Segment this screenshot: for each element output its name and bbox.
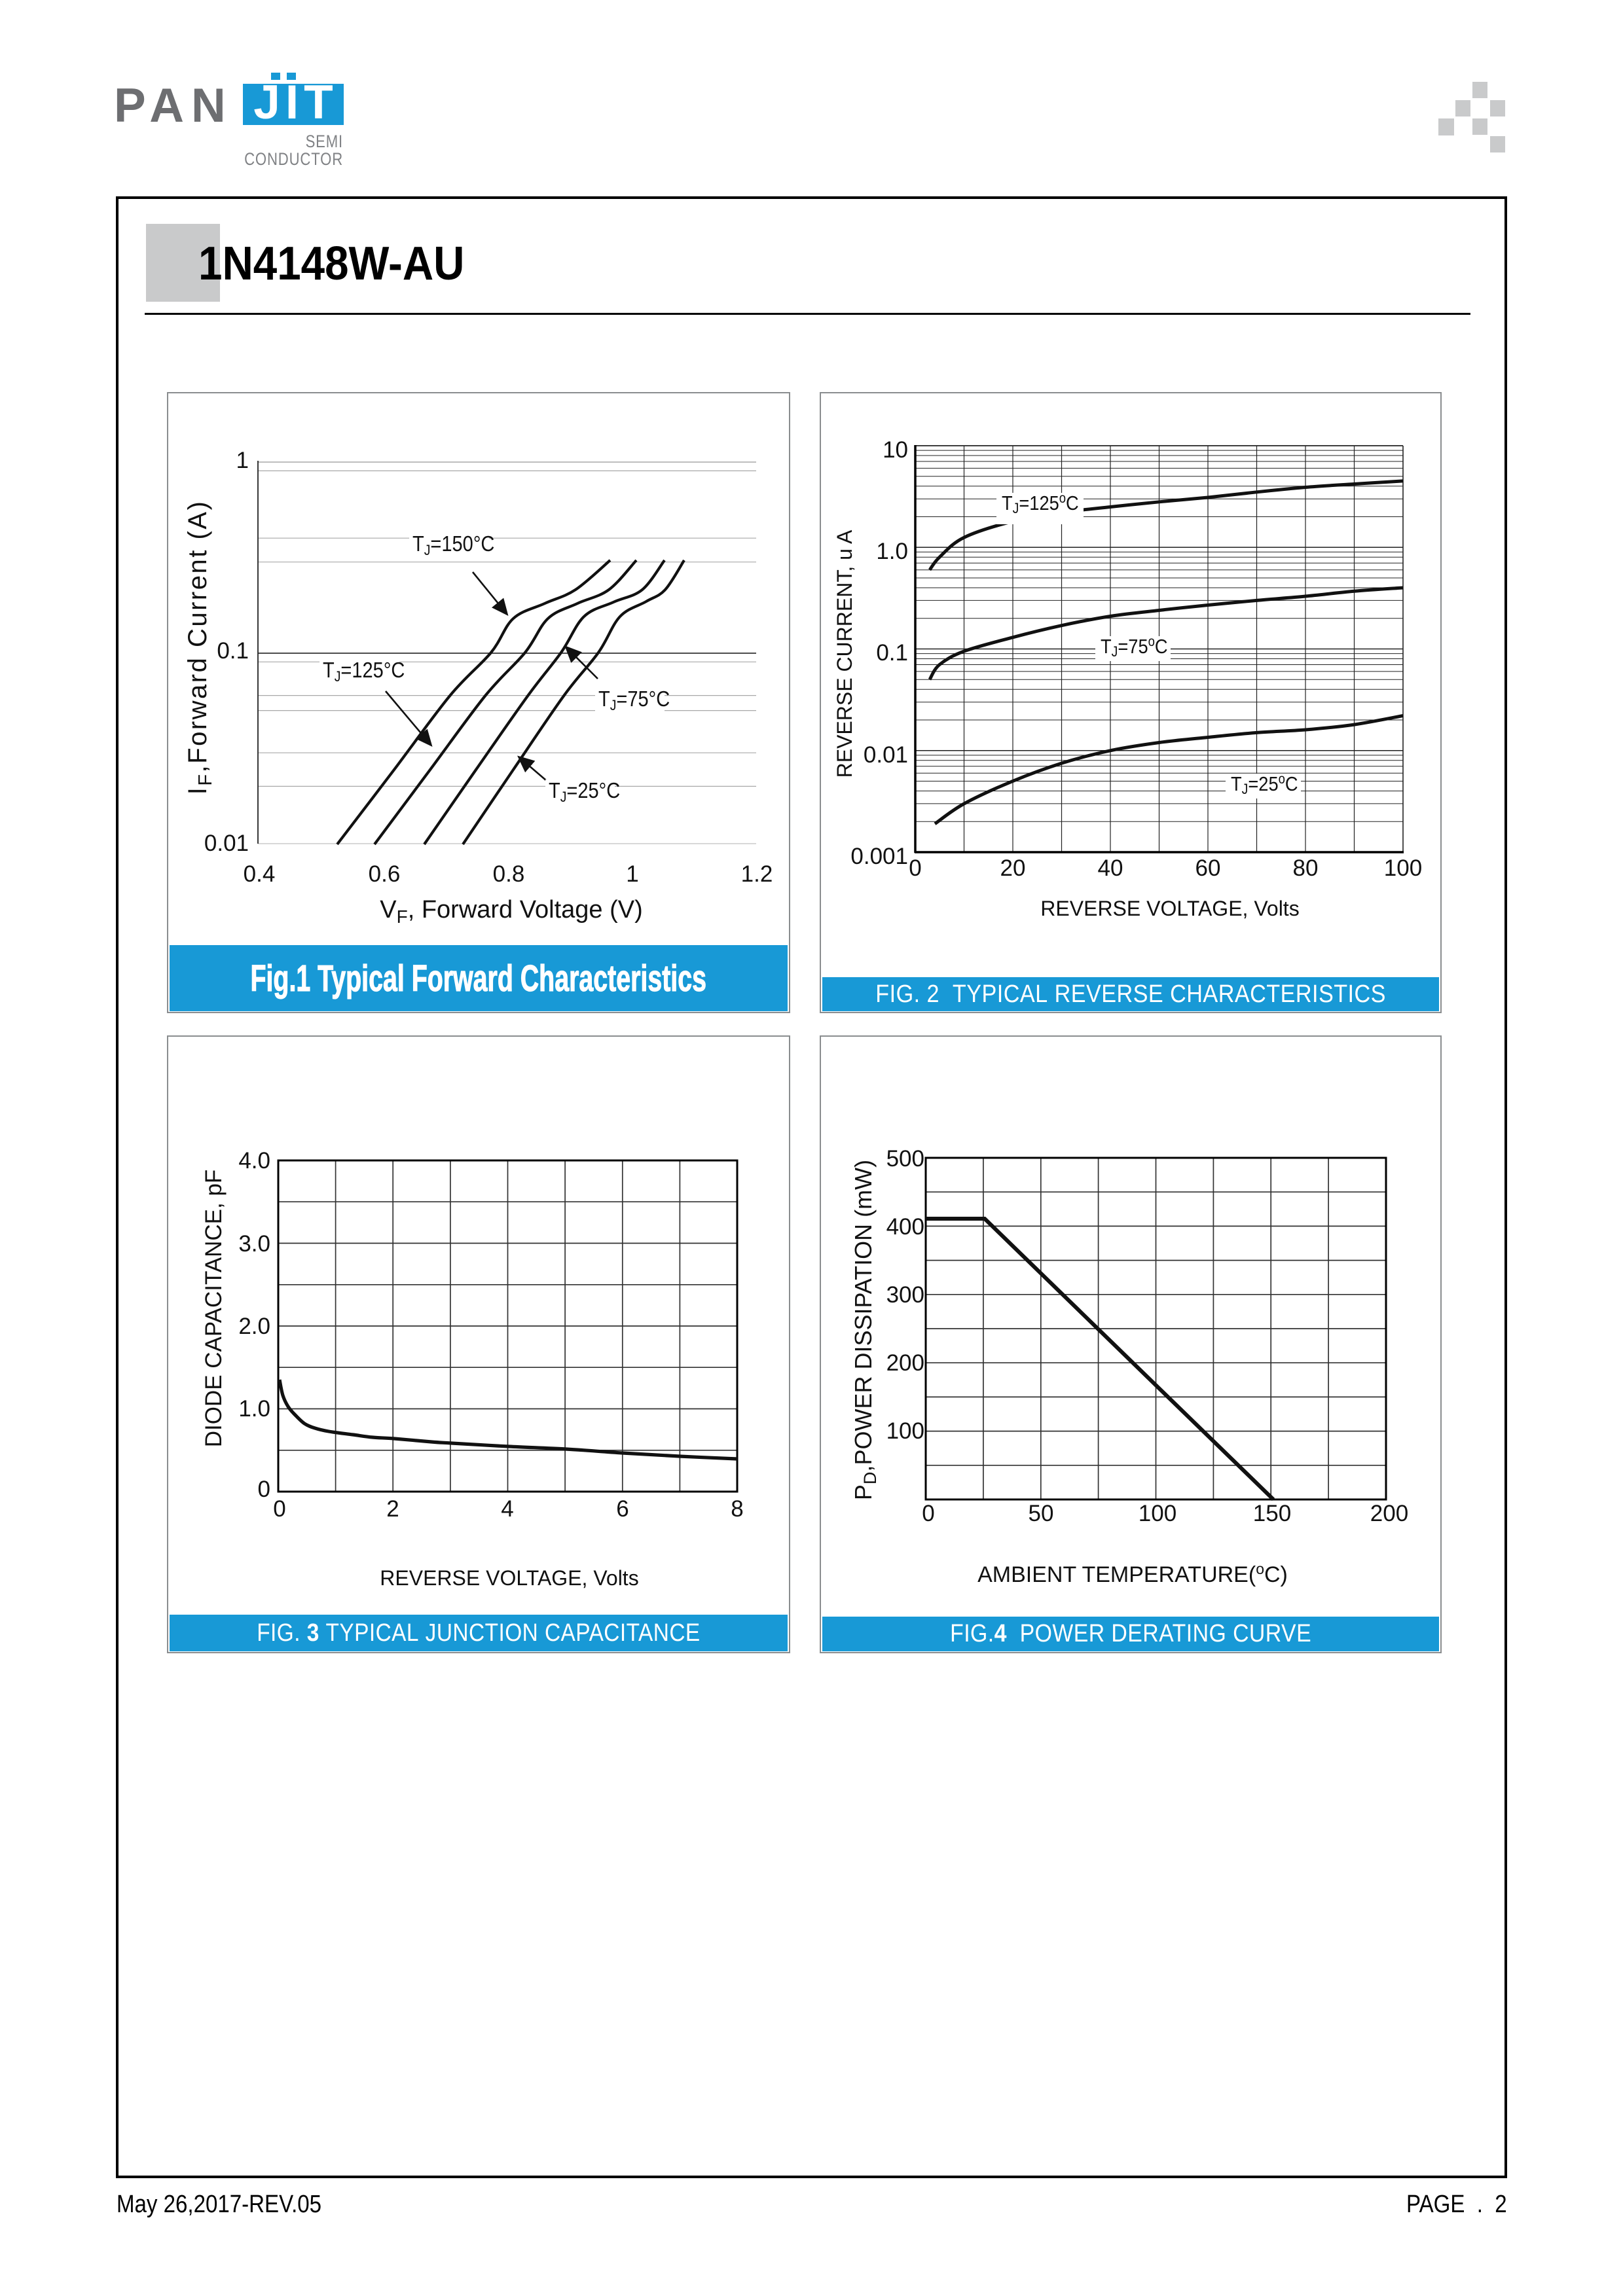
svg-text:400: 400	[886, 1214, 924, 1240]
svg-text:REVERSE VOLTAGE, Volts: REVERSE VOLTAGE, Volts	[1040, 897, 1299, 920]
svg-text:10: 10	[883, 437, 908, 463]
svg-text:TJ=25oC: TJ=25oC	[1231, 772, 1298, 797]
svg-text:3.0: 3.0	[238, 1231, 270, 1257]
svg-text:0: 0	[909, 855, 921, 881]
svg-text:150: 150	[1253, 1501, 1291, 1526]
svg-text:REVERSE CURRENT, u A: REVERSE CURRENT, u A	[833, 529, 856, 778]
svg-text:500: 500	[886, 1146, 924, 1172]
svg-text:0: 0	[258, 1477, 270, 1502]
svg-text:40: 40	[1098, 855, 1123, 881]
svg-text:1: 1	[236, 448, 249, 473]
svg-text:200: 200	[1370, 1501, 1408, 1526]
svg-text:REVERSE VOLTAGE, Volts: REVERSE VOLTAGE, Volts	[380, 1566, 638, 1590]
svg-text:TJ=125°C: TJ=125°C	[323, 658, 405, 685]
svg-text:0.1: 0.1	[876, 640, 908, 666]
svg-text:50: 50	[1029, 1501, 1054, 1526]
svg-text:4: 4	[501, 1496, 513, 1522]
svg-text:PD,POWER DISSIPATION (mW): PD,POWER DISSIPATION (mW)	[850, 1160, 880, 1500]
svg-text:1.0: 1.0	[876, 539, 908, 564]
svg-text:0: 0	[922, 1501, 934, 1526]
svg-text:8: 8	[731, 1496, 743, 1522]
svg-text:2.0: 2.0	[238, 1314, 270, 1339]
svg-text:0.4: 0.4	[244, 861, 276, 887]
svg-text:0.6: 0.6	[369, 861, 401, 887]
svg-text:100: 100	[1139, 1501, 1176, 1526]
svg-text:4.0: 4.0	[238, 1148, 270, 1174]
svg-text:0.01: 0.01	[204, 831, 249, 856]
svg-text:60: 60	[1195, 855, 1221, 881]
svg-text:100: 100	[1384, 855, 1422, 881]
svg-text:300: 300	[886, 1282, 924, 1308]
svg-text:2: 2	[386, 1496, 399, 1522]
svg-text:IF,Forward Current (A): IF,Forward Current (A)	[183, 500, 216, 795]
svg-text:20: 20	[1000, 855, 1026, 881]
svg-text:200: 200	[886, 1350, 924, 1376]
svg-text:1.2: 1.2	[741, 861, 773, 887]
svg-text:0: 0	[273, 1496, 285, 1522]
svg-text:TJ=75°C: TJ=75°C	[598, 687, 670, 713]
svg-text:0.001: 0.001	[850, 844, 908, 869]
svg-text:1: 1	[626, 861, 638, 887]
svg-text:DIODE CAPACITANCE, pF: DIODE CAPACITANCE, pF	[201, 1170, 227, 1448]
svg-text:0.01: 0.01	[864, 742, 908, 768]
svg-text:0.1: 0.1	[217, 638, 249, 664]
svg-text:100: 100	[886, 1418, 924, 1444]
svg-text:TJ=75oC: TJ=75oC	[1101, 634, 1168, 660]
svg-text:TJ=25°C: TJ=25°C	[549, 778, 620, 805]
svg-text:0.8: 0.8	[493, 861, 525, 887]
svg-text:VF, Forward Voltage (V): VF, Forward Voltage (V)	[380, 896, 643, 927]
svg-text:80: 80	[1293, 855, 1319, 881]
svg-text:6: 6	[616, 1496, 629, 1522]
svg-text:1.0: 1.0	[238, 1396, 270, 1422]
svg-text:AMBIENT TEMPERATURE(oC): AMBIENT TEMPERATURE(oC)	[977, 1560, 1288, 1587]
